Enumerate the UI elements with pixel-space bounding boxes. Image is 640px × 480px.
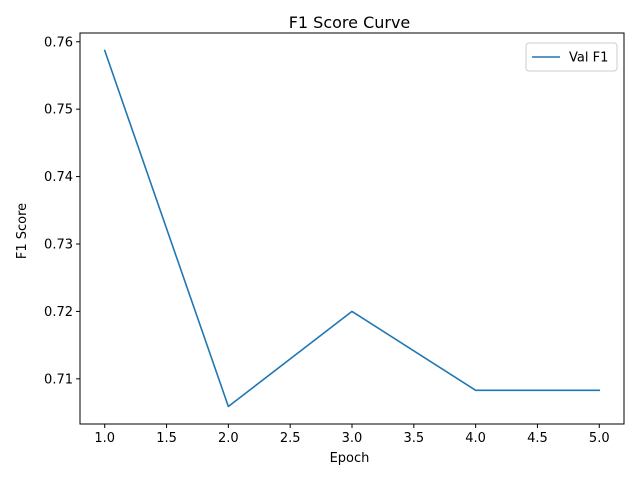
y-tick-label: 0.71 xyxy=(44,372,73,387)
y-tick-label: 0.75 xyxy=(44,103,73,118)
plot-area xyxy=(80,33,624,424)
chart-title: F1 Score Curve xyxy=(289,13,411,32)
axes-spines xyxy=(79,32,625,425)
y-tick-label: 0.76 xyxy=(44,35,73,50)
legend: Val F1 xyxy=(525,42,618,72)
y-axis-label: F1 Score xyxy=(15,203,30,259)
y-tick-label: 0.73 xyxy=(44,238,73,253)
axes-background xyxy=(80,33,624,424)
x-tick-label: 3.5 xyxy=(403,431,424,446)
y-axis-ticks: 0.71 0.72 0.73 0.74 0.75 0.76 xyxy=(44,35,80,387)
legend-box xyxy=(525,42,618,72)
x-tick-label: 4.0 xyxy=(465,431,486,446)
y-tick-label: 0.72 xyxy=(44,305,73,320)
y-tick-label: 0.74 xyxy=(44,170,73,185)
axes-frame xyxy=(79,32,625,425)
x-axis-label: Epoch xyxy=(330,451,370,466)
x-tick-label: 5.0 xyxy=(589,431,610,446)
x-tick-label: 1.5 xyxy=(156,431,177,446)
x-tick-label: 2.5 xyxy=(280,431,301,446)
x-tick-label: 2.0 xyxy=(218,431,239,446)
x-tick-label: 4.5 xyxy=(527,431,548,446)
x-axis-ticks: 1.0 1.5 2.0 2.5 3.0 3.5 4.0 4.5 5.0 xyxy=(94,424,610,446)
legend-label: Val F1 xyxy=(569,51,608,66)
series-layer xyxy=(103,49,601,408)
x-tick-label: 3.0 xyxy=(342,431,363,446)
x-tick-label: 1.0 xyxy=(94,431,115,446)
